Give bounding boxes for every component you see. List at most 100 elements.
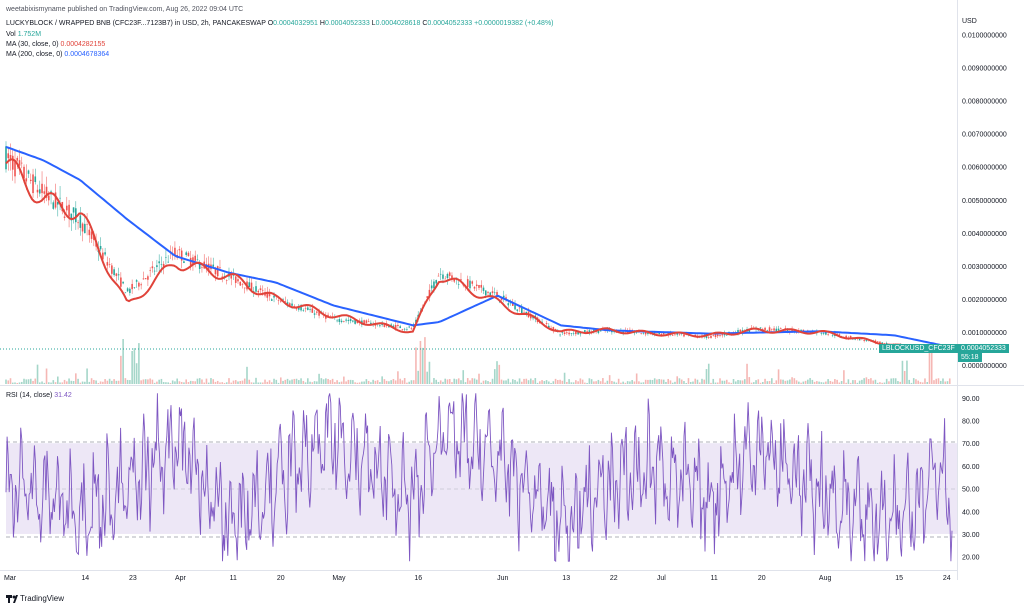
candle-body [241, 284, 244, 285]
candle-body [140, 284, 142, 286]
volume-bar [338, 382, 341, 384]
candle-body [491, 291, 494, 294]
volume-bar [239, 381, 242, 384]
volume-bar [259, 382, 262, 384]
candle-body [642, 333, 645, 334]
volume-bar [662, 379, 665, 384]
volume-bar [475, 379, 478, 384]
volume-bar [97, 382, 100, 384]
candle-body [656, 333, 658, 335]
volume-bar [160, 378, 163, 384]
volume-bar [798, 381, 800, 384]
volume-bar [593, 381, 595, 384]
volume-bar [771, 378, 773, 384]
volume-bar [214, 381, 217, 384]
candle-body [820, 333, 823, 334]
volume-bar [502, 380, 505, 384]
volume-bar [640, 382, 642, 384]
volume-bar [584, 382, 586, 384]
volume-bar [81, 381, 84, 384]
volume-bar [651, 379, 654, 384]
volume-bar [376, 380, 379, 384]
volume-bar [43, 382, 46, 384]
last-price-tag: 0.0004052333 [958, 344, 1009, 353]
volume-bar [809, 378, 811, 384]
time-tick-label: Mar [4, 575, 17, 582]
volume-bar [719, 378, 721, 384]
volume-bar [221, 382, 224, 384]
volume-bar [631, 380, 633, 384]
volume-bar [322, 379, 325, 384]
volume-bar [32, 380, 34, 384]
volume-bar [295, 378, 298, 384]
candle-body [18, 160, 21, 166]
volume-bar [266, 381, 269, 384]
volume-bar [698, 382, 701, 384]
volume-bar [534, 378, 537, 384]
volume-bar [804, 380, 807, 384]
volume-bar [66, 381, 68, 384]
volume-bar [919, 381, 922, 384]
candle-body [748, 329, 751, 332]
volume-bar [54, 382, 57, 384]
volume-bar [586, 382, 588, 384]
volume-bar [669, 380, 672, 384]
volume-bar [723, 380, 726, 384]
volume-bar [942, 378, 944, 384]
candle-body [439, 273, 442, 275]
volume-bar [124, 378, 127, 384]
volume-bar [9, 378, 12, 384]
candle-body [20, 162, 23, 164]
volume-bar [162, 382, 165, 384]
candle-body [514, 304, 516, 310]
volume-bar [890, 378, 892, 384]
candle-body [599, 329, 602, 332]
candle-body [448, 272, 451, 276]
volume-bar [460, 380, 462, 384]
candle-body [151, 266, 154, 269]
volume-bar [410, 380, 413, 384]
rsi-tick-label: 60.00 [962, 464, 980, 471]
volume-bar [629, 381, 631, 384]
volume-bar [683, 381, 685, 384]
volume-bar [525, 378, 528, 384]
volume-bar [523, 378, 525, 384]
volume-bar [415, 347, 417, 384]
rsi-line [5, 393, 953, 563]
volume-bar [912, 378, 915, 384]
volume-bar [113, 379, 115, 384]
volume-bar [638, 381, 640, 384]
candle-body [433, 281, 435, 289]
time-tick-label: 23 [129, 575, 137, 582]
candle-body [881, 342, 883, 344]
candle-body [496, 292, 498, 297]
volume-bar [102, 381, 104, 384]
volume-bar [356, 382, 359, 384]
volume-bar [47, 382, 50, 384]
volume-bar [372, 379, 374, 384]
volume-bar [852, 380, 854, 384]
candle-body [174, 247, 176, 256]
volume-bar [230, 382, 233, 384]
volume-bar [282, 380, 284, 384]
volume-bar [126, 379, 129, 384]
volume-bar [602, 378, 604, 384]
candle-body [825, 331, 827, 335]
candle-body [27, 170, 30, 174]
candle-body [845, 335, 847, 338]
volume-bar [743, 379, 746, 384]
candle-body [167, 261, 169, 263]
candle-body [84, 223, 86, 234]
volume-bar [710, 382, 712, 384]
footer-logo[interactable]: TradingView [6, 594, 64, 605]
candle-body [201, 267, 203, 268]
volume-bar [674, 381, 676, 384]
rsi-label: RSI (14, close) [6, 392, 53, 399]
volume-bar [577, 381, 579, 384]
time-tick-label: Jun [497, 575, 508, 582]
candle-body [552, 327, 555, 332]
candle-body [408, 326, 410, 328]
volume-bars [5, 337, 951, 384]
candle-body [237, 279, 239, 282]
